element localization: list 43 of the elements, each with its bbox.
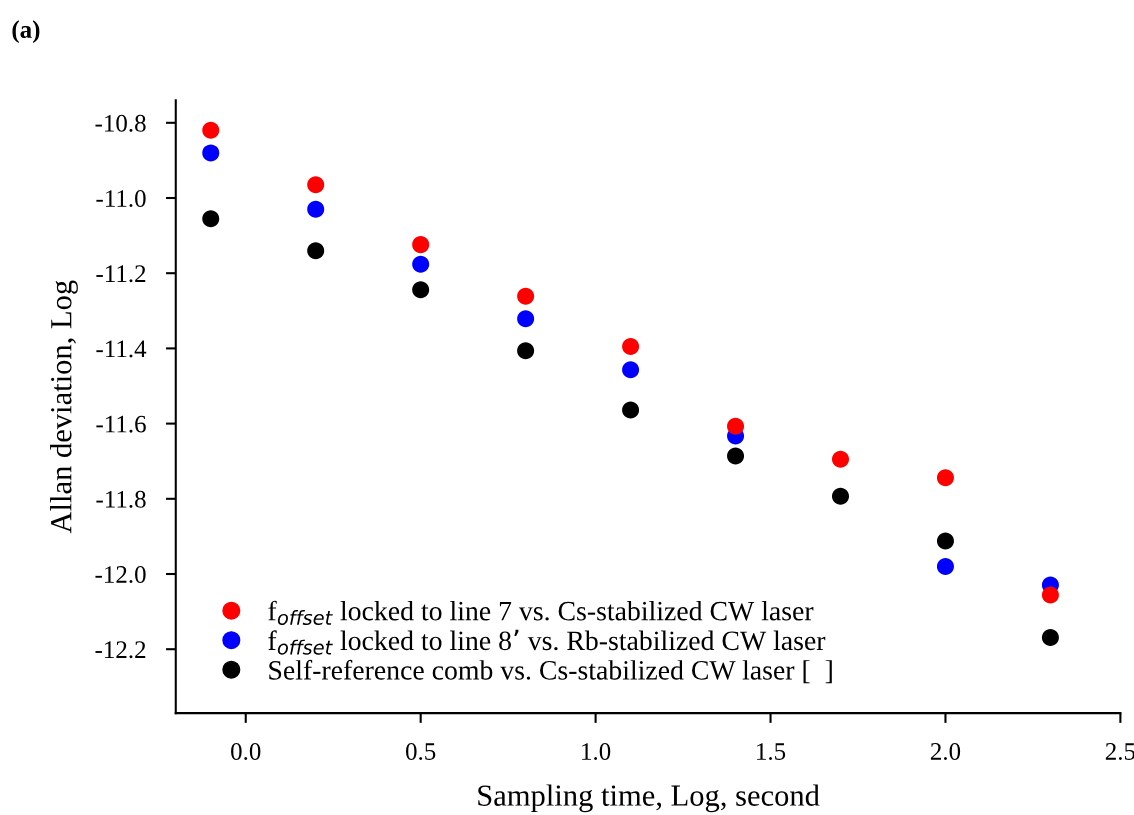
point xyxy=(307,176,325,194)
point xyxy=(307,242,325,260)
point xyxy=(622,338,640,356)
point xyxy=(936,469,954,487)
point xyxy=(202,210,220,228)
x-axis-title: Sampling time, Log, second xyxy=(478,784,820,813)
point xyxy=(727,447,745,465)
y-tick-label: -12.2 xyxy=(95,641,146,659)
y-tick-label: -11.2 xyxy=(96,265,146,283)
y-tick-label: -11.6 xyxy=(96,415,146,433)
point xyxy=(832,487,850,505)
point xyxy=(622,361,640,379)
x-tick-label: 1.0 xyxy=(582,743,611,760)
text: (a) xyxy=(12,20,40,44)
point xyxy=(1041,586,1059,604)
point xyxy=(832,450,850,468)
x-tick-label: 0.0 xyxy=(231,743,261,760)
y-axis-title: Allan deviation, Log xyxy=(50,280,78,534)
point xyxy=(517,287,535,305)
y-tick-label: -11.8 xyxy=(96,490,146,508)
legend-label: Self-reference comb vs. Cs-stabilized CW laser [ ] xyxy=(269,659,832,684)
point xyxy=(202,121,220,139)
point xyxy=(1041,629,1059,647)
point xyxy=(307,200,325,218)
point xyxy=(202,144,220,162)
y-tick-label: -10.8 xyxy=(95,114,146,132)
y-tick-label: -11.4 xyxy=(96,340,147,358)
point xyxy=(517,342,535,360)
point xyxy=(412,236,430,254)
legend-label: f$_{offset}$ locked to line 8’ vs. Rb-stabilized CW laser xyxy=(268,629,826,655)
x-tick-label: 0.5 xyxy=(406,743,436,760)
point xyxy=(936,557,954,575)
y-tick-label: -12.0 xyxy=(95,566,146,584)
y-tick-label: -11.0 xyxy=(96,190,146,208)
point xyxy=(517,310,535,328)
legend-label: f$_{offset}$ locked to line 7 vs. Cs-stabilized CW laser xyxy=(268,600,814,626)
point xyxy=(727,417,745,435)
x-tick-label: 1.5 xyxy=(757,743,786,760)
point xyxy=(412,281,430,299)
x-tick-label: 2.0 xyxy=(930,743,961,760)
point xyxy=(412,255,430,273)
point xyxy=(936,532,954,550)
point xyxy=(622,401,640,419)
